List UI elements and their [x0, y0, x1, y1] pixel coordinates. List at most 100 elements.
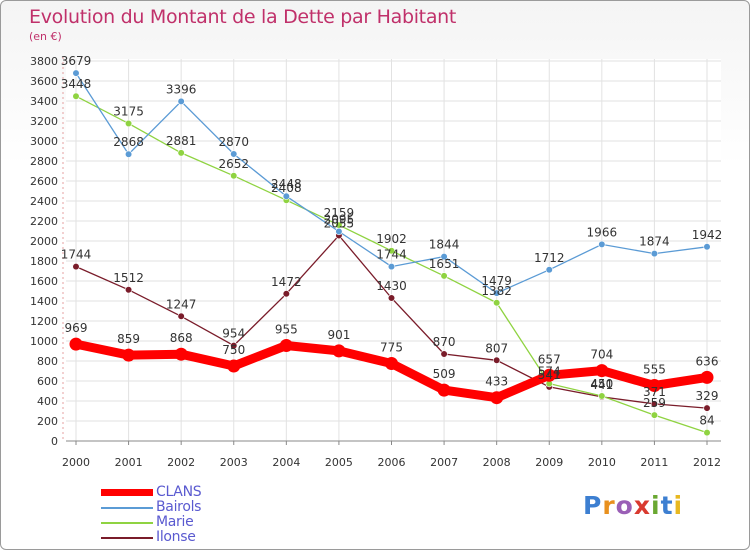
y-tick-label: 2400 [30, 195, 58, 208]
data-label-marie: 450 [590, 377, 613, 391]
x-tick-label: 2012 [693, 456, 721, 469]
data-label-bairols: 1874 [639, 235, 670, 249]
data-point-bairols [545, 266, 553, 274]
legend-label-bairols: Bairols [156, 499, 202, 515]
data-point-bairols [493, 289, 501, 297]
data-label-ilonse: 541 [538, 368, 561, 382]
y-tick-label: 2000 [30, 235, 58, 248]
y-tick-label: 3200 [30, 115, 58, 128]
data-point-marie [230, 172, 238, 180]
legend-label-ilonse: Ilonse [156, 529, 196, 545]
x-tick-label: 2004 [272, 456, 300, 469]
data-label-marie: 1651 [429, 257, 460, 271]
data-label-marie: 2652 [218, 157, 249, 171]
legend-label-marie: Marie [156, 514, 194, 530]
data-label-marie: 2408 [271, 181, 302, 195]
data-point-ilonse [493, 356, 501, 364]
x-tick-label: 2010 [588, 456, 616, 469]
data-point-bairols [177, 97, 185, 105]
data-point-ilonse [650, 400, 659, 408]
data-label-ilonse: 1744 [61, 248, 92, 262]
y-tick-label: 800 [37, 355, 58, 368]
data-label-bairols: 3679 [61, 54, 92, 68]
data-label-marie: 84 [699, 414, 714, 428]
data-label-ilonse: 870 [433, 335, 456, 349]
x-tick-label: 2000 [62, 456, 90, 469]
data-point-bairols [230, 150, 238, 158]
data-label-marie: 1902 [376, 232, 407, 246]
data-label-marie: 259 [643, 396, 666, 410]
data-label-ilonse: 1472 [271, 275, 302, 289]
x-tick-label: 2005 [325, 456, 353, 469]
data-point-bairols [703, 243, 711, 251]
data-label-clans: 901 [327, 328, 350, 342]
data-label-ilonse: 1247 [166, 297, 197, 311]
legend-swatch-clans [101, 489, 153, 496]
logo-letter: r [602, 491, 616, 520]
data-label-clans: 775 [380, 341, 403, 355]
data-point-ilonse [703, 404, 711, 412]
legend-swatch-ilonse [101, 537, 153, 539]
data-point-marie [598, 392, 606, 400]
data-label-clans: 657 [538, 352, 561, 366]
data-point-clans [122, 348, 136, 362]
data-label-bairols: 2095 [324, 213, 355, 227]
x-tick-label: 2001 [115, 456, 143, 469]
data-point-bairols [440, 253, 448, 261]
x-tick-label: 2008 [483, 456, 511, 469]
data-label-bairols: 1744 [376, 248, 407, 262]
data-label-marie: 3175 [113, 105, 144, 119]
data-label-clans: 555 [643, 363, 666, 377]
data-label-ilonse: 1512 [113, 271, 144, 285]
data-point-marie [703, 429, 711, 437]
y-tick-label: 3600 [30, 75, 58, 88]
data-point-bairols [335, 227, 343, 236]
data-point-marie [440, 272, 448, 280]
data-point-clans [647, 379, 661, 392]
data-label-ilonse: 371 [643, 385, 666, 399]
x-tick-label: 2009 [535, 456, 563, 469]
legend-swatch-bairols [101, 507, 153, 509]
y-tick-label: 1000 [30, 335, 58, 348]
y-tick-label: 2600 [30, 175, 58, 188]
y-tick-label: 600 [37, 375, 58, 388]
y-tick-label: 3800 [30, 55, 58, 68]
data-point-ilonse [72, 263, 80, 271]
logo-letter: i [651, 491, 661, 520]
data-label-clans: 433 [485, 375, 508, 389]
data-label-ilonse: 807 [485, 341, 508, 355]
data-point-clans [437, 383, 451, 397]
data-point-clans [385, 357, 398, 370]
y-tick-label: 3000 [30, 135, 58, 148]
data-point-bairols [387, 263, 396, 271]
data-label-marie: 2881 [166, 134, 197, 148]
x-tick-label: 2003 [220, 456, 248, 469]
data-label-clans: 955 [275, 323, 298, 337]
data-point-marie [177, 149, 185, 157]
data-label-bairols: 1966 [587, 225, 618, 239]
data-label-marie: 574 [538, 365, 561, 379]
data-label-bairols: 1712 [534, 251, 565, 265]
logo-letter: o [615, 491, 634, 520]
y-tick-label: 0 [51, 435, 58, 448]
data-point-clans [174, 347, 188, 361]
data-point-marie [387, 247, 396, 255]
data-point-marie [493, 299, 501, 307]
y-tick-label: 2800 [30, 155, 58, 168]
data-point-marie [72, 92, 80, 100]
data-point-clans [69, 337, 83, 351]
data-point-ilonse [124, 286, 133, 294]
data-label-clans: 509 [433, 367, 456, 381]
data-point-ilonse [387, 294, 396, 302]
data-label-clans: 969 [65, 321, 88, 335]
data-point-bairols [598, 240, 606, 248]
data-point-marie [124, 119, 133, 128]
data-label-ilonse: 329 [696, 389, 719, 403]
data-point-marie [650, 411, 659, 419]
x-tick-label: 2007 [430, 456, 458, 469]
data-label-bairols: 1479 [481, 274, 512, 288]
data-point-clans [227, 359, 241, 373]
data-point-clans [700, 370, 714, 384]
logo-letter: P [583, 491, 603, 520]
